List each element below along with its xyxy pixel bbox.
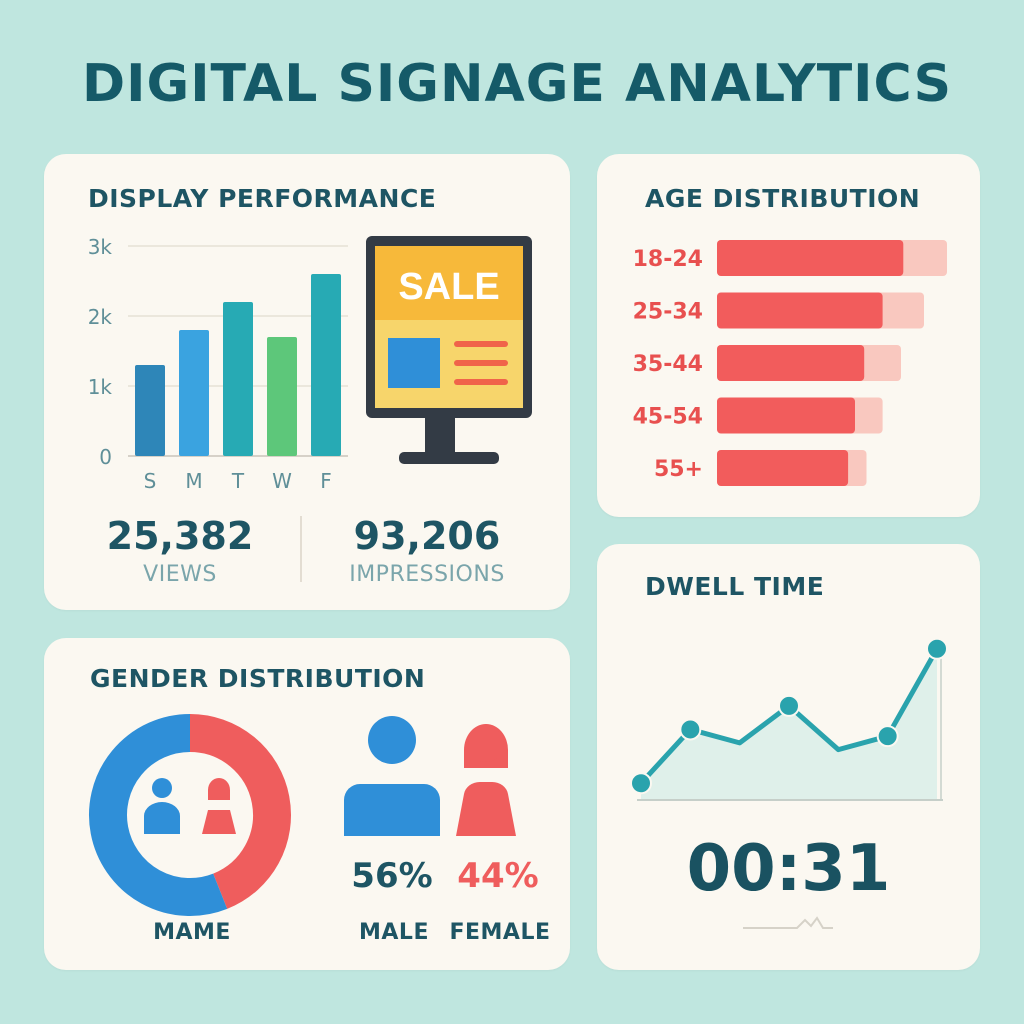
y-tick-label: 1k bbox=[88, 375, 113, 399]
y-tick-label: 2k bbox=[88, 305, 113, 329]
squiggle-decoration bbox=[743, 916, 833, 929]
age-label: 18-24 bbox=[633, 247, 703, 272]
screen-illustration: SALE bbox=[366, 236, 532, 464]
views-label: VIEWS bbox=[143, 562, 217, 587]
screen-image-block bbox=[388, 338, 440, 388]
dwell-time-card: DWELL TIME 00:31 bbox=[597, 544, 980, 970]
x-tick-label: S bbox=[144, 469, 157, 493]
impressions-label: IMPRESSIONS bbox=[349, 562, 505, 587]
page-title: DIGITAL SIGNAGE ANALYTICS bbox=[82, 54, 953, 114]
dwell-point bbox=[679, 718, 702, 741]
age-bar bbox=[717, 345, 865, 381]
dwell-area bbox=[641, 648, 937, 800]
gender-distribution-card: GENDER DISTRIBUTION MAME 56% MALE 44% FE… bbox=[44, 638, 570, 970]
stat-divider bbox=[300, 516, 302, 582]
age-bar bbox=[717, 240, 904, 276]
gender-donut-chart bbox=[89, 714, 291, 916]
donut-label: MAME bbox=[153, 920, 231, 945]
display-performance-card: DISPLAY PERFORMANCE 0 1k 2k 3k S M T W F SALE 25… bbox=[44, 154, 570, 610]
male-percentage: 56% bbox=[351, 856, 433, 896]
screen-sale-text: SALE bbox=[398, 266, 499, 308]
age-label: 35-44 bbox=[633, 352, 703, 377]
age-bar bbox=[717, 450, 849, 486]
bar bbox=[223, 302, 253, 456]
gender-icons bbox=[144, 716, 516, 836]
gender-distribution-title: GENDER DISTRIBUTION bbox=[90, 664, 426, 693]
age-label: 25-34 bbox=[633, 300, 703, 325]
dwell-point bbox=[876, 725, 899, 748]
donut-slice bbox=[189, 714, 291, 909]
age-bar bbox=[717, 397, 855, 434]
dwell-point bbox=[926, 637, 948, 660]
x-tick-label: T bbox=[231, 469, 245, 493]
female-person-icon bbox=[456, 724, 516, 836]
display-performance-chart: 0 1k 2k 3k S M T W F bbox=[88, 235, 348, 493]
screen-base bbox=[399, 452, 499, 464]
bar bbox=[267, 337, 297, 456]
y-tick-label: 3k bbox=[88, 235, 113, 259]
age-label: 55+ bbox=[654, 457, 703, 482]
male-label: MALE bbox=[359, 920, 429, 945]
age-distribution-title: AGE DISTRIBUTION bbox=[645, 184, 921, 213]
screen-line bbox=[454, 341, 508, 347]
x-tick-label: M bbox=[185, 469, 202, 493]
screen-line bbox=[454, 360, 508, 366]
dwell-time-title: DWELL TIME bbox=[645, 572, 825, 601]
male-small-icon bbox=[144, 778, 180, 834]
screen-line bbox=[454, 379, 508, 385]
age-bar bbox=[717, 292, 883, 329]
x-tick-label: F bbox=[320, 469, 332, 493]
dwell-point bbox=[778, 694, 800, 717]
age-distribution-chart: 18-24 25-34 35-44 45-54 55+ bbox=[633, 240, 947, 486]
display-performance-title: DISPLAY PERFORMANCE bbox=[88, 184, 437, 213]
age-distribution-card: AGE DISTRIBUTION 18-24 25-34 35-44 45-54 55+ bbox=[597, 154, 980, 517]
dwell-point bbox=[630, 772, 652, 795]
dwell-time-chart bbox=[630, 637, 948, 801]
dwell-time-value: 00:31 bbox=[686, 832, 891, 906]
bar bbox=[179, 330, 209, 456]
x-tick-label: W bbox=[272, 469, 292, 493]
male-person-icon bbox=[344, 716, 440, 836]
screen-stand bbox=[425, 418, 455, 452]
y-tick-label: 0 bbox=[99, 445, 112, 469]
bar bbox=[135, 365, 165, 456]
donut-slice bbox=[89, 714, 228, 916]
screen-banner bbox=[375, 246, 523, 320]
female-small-icon bbox=[202, 778, 236, 834]
age-label: 45-54 bbox=[633, 405, 703, 430]
views-value: 25,382 bbox=[106, 514, 254, 558]
impressions-value: 93,206 bbox=[353, 514, 501, 558]
female-percentage: 44% bbox=[457, 856, 539, 896]
female-label: FEMALE bbox=[449, 920, 551, 945]
bar bbox=[311, 274, 341, 456]
